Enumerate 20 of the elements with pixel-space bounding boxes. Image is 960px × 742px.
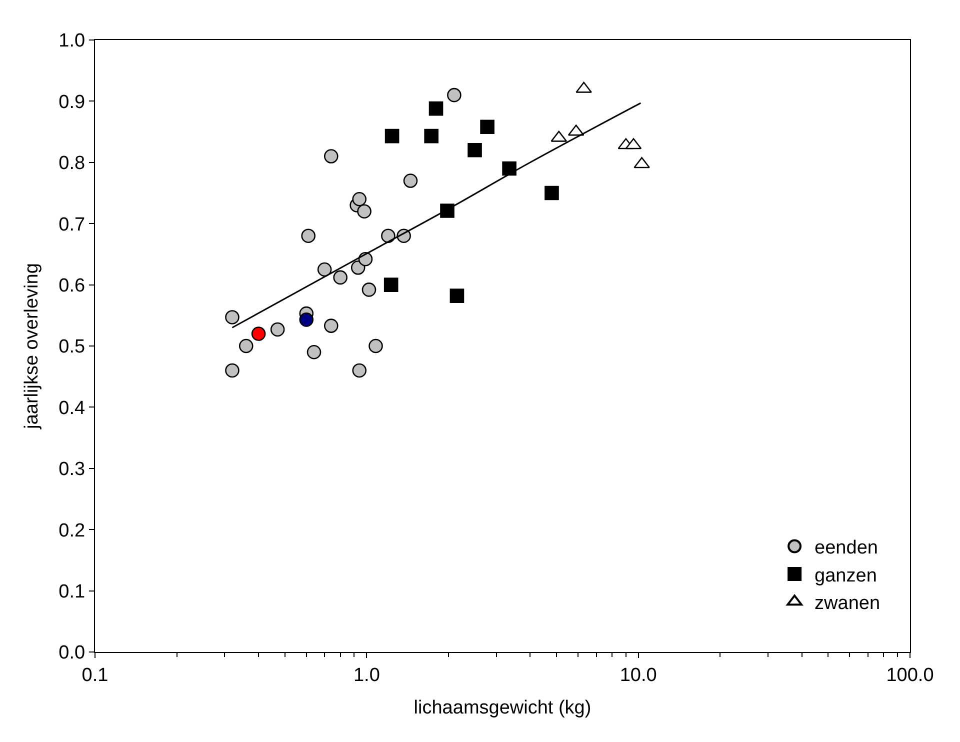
y-tick-label: 0.0 — [58, 642, 86, 664]
y-tick-label: 0.4 — [58, 398, 86, 419]
x-tick-label: 100.0 — [886, 664, 934, 686]
y-tick-label: 0.8 — [58, 153, 86, 174]
y-tick-label: 0.6 — [58, 275, 86, 296]
x-tick-label: 1.0 — [353, 664, 380, 686]
y-tick-label: 0.7 — [58, 214, 86, 236]
y-tick-label: 0.9 — [58, 92, 86, 113]
legend-label: eenden — [814, 538, 878, 559]
legend-label: ganzen — [814, 565, 877, 586]
y-tick-label: 1.0 — [58, 30, 86, 52]
x-axis-title: lichaamsgewicht (kg) — [414, 698, 592, 719]
x-tick-label: 10.0 — [620, 664, 657, 686]
y-tick-label: 0.5 — [58, 336, 86, 358]
y-tick-label: 0.3 — [58, 459, 86, 480]
y-tick-label: 0.1 — [58, 581, 86, 602]
legend-label: zwanen — [814, 593, 880, 614]
y-tick-label: 0.2 — [58, 520, 86, 542]
x-tick-label: 0.1 — [82, 664, 108, 686]
y-axis-title: jaarlijkse overleving — [22, 263, 43, 430]
